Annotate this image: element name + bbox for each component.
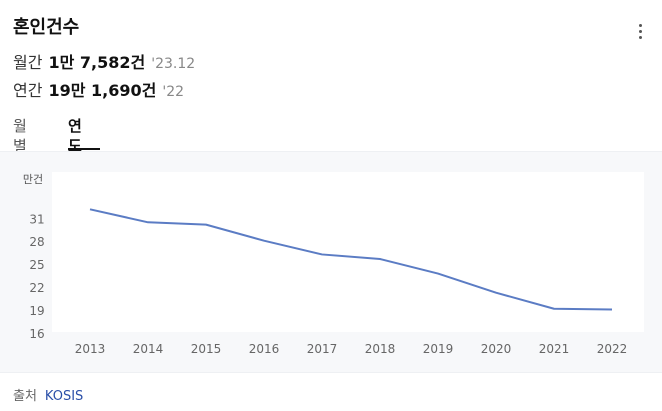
y-tick-label: 25 [29,258,44,272]
monthly-stat: 월간 1만 7,582건 '23.12 [13,49,195,73]
more-options-icon[interactable] [630,20,650,42]
monthly-label: 월간 [13,53,43,72]
y-tick-label: 16 [29,327,44,341]
y-tick-labels: 16 19 22 25 28 31 [29,212,44,341]
source: 출처 KOSIS [13,385,83,404]
x-tick-label: 2015 [191,342,222,356]
x-tick-label: 2021 [539,342,570,356]
x-tick-label: 2014 [133,342,164,356]
y-axis-unit-label: 만건 [23,173,43,186]
data-point[interactable] [84,203,96,215]
data-point[interactable] [606,304,618,316]
yearly-stat: 연간 19만 1,690건 '22 [13,77,184,101]
x-tick-label: 2016 [249,342,280,356]
series-line [89,208,613,311]
x-tick-label: 2018 [365,342,396,356]
y-tick-label: 31 [29,212,44,226]
series-group [84,203,618,316]
yearly-label: 연간 [13,81,43,100]
tab-yearly[interactable]: 연도별 [68,116,100,175]
source-label: 출처 [13,389,37,404]
active-tab-indicator [68,148,100,150]
x-tick-label: 2020 [481,342,512,356]
x-tick-labels: 2013 2014 2015 2016 2017 2018 2019 2020 2021 2022 [75,342,628,356]
data-point[interactable] [490,287,502,299]
y-tick-label: 19 [29,304,44,318]
tab-monthly[interactable]: 월별 [13,117,27,155]
data-point[interactable] [200,219,212,231]
yearly-period: '22 [162,84,185,100]
x-tick-label: 2017 [307,342,338,356]
card-title: 혼인건수 [13,17,80,38]
line-chart: 만건 16 19 22 25 28 31 2013 2014 2015 2016 2017 2018… [23,172,644,356]
chart-area: 만건 16 19 22 25 28 31 2013 2014 2015 2016 2017 2018… [0,151,662,373]
data-point[interactable] [258,235,270,247]
data-point[interactable] [432,268,444,280]
monthly-value: 1만 7,582건 [48,53,146,72]
data-point[interactable] [548,303,560,315]
data-point[interactable] [316,248,328,260]
y-tick-label: 22 [29,281,44,295]
yearly-value: 19만 1,690건 [48,81,157,100]
x-tick-label: 2022 [597,342,628,356]
data-point[interactable] [142,216,154,228]
x-tick-label: 2019 [423,342,454,356]
data-point[interactable] [374,253,386,265]
source-link[interactable]: KOSIS [44,389,84,404]
monthly-period: '23.12 [151,56,196,72]
y-tick-label: 28 [29,235,44,249]
x-tick-label: 2013 [75,342,106,356]
